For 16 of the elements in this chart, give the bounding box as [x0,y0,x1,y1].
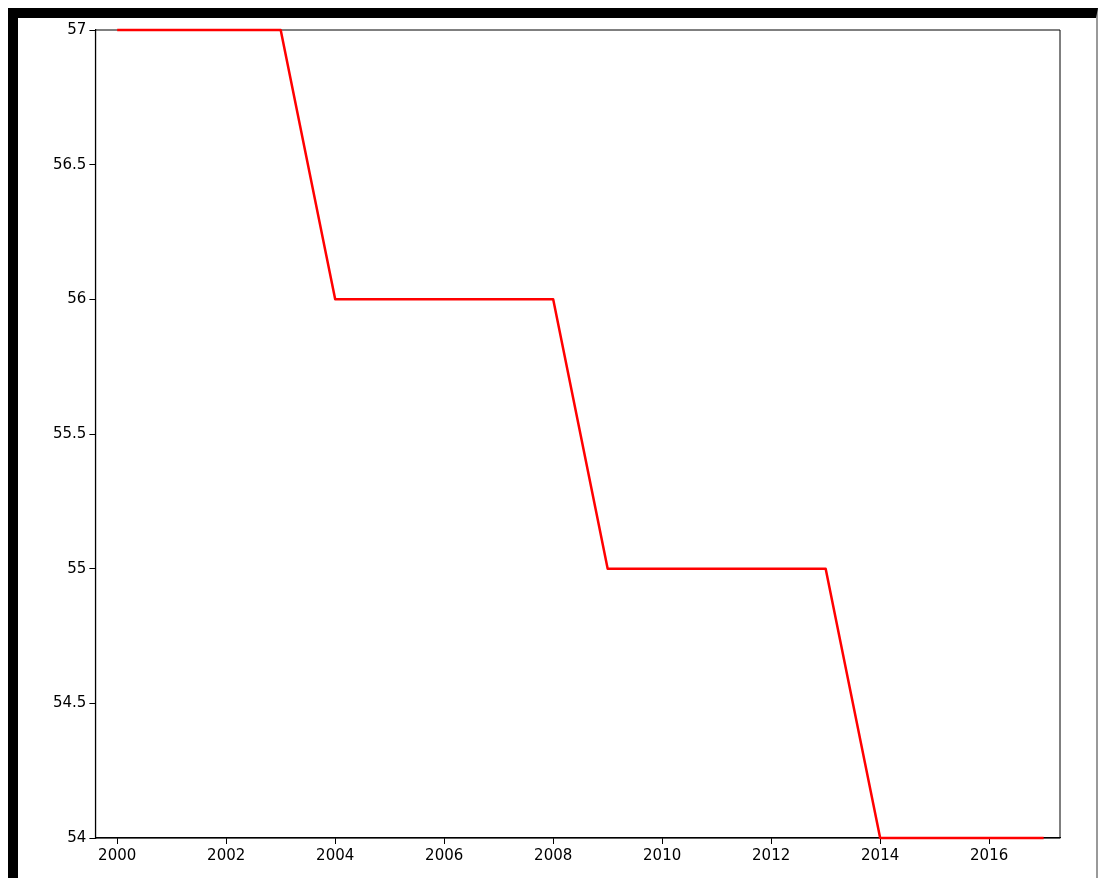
x-tick-label: 2008 [534,845,573,864]
x-tick-label: 2012 [752,845,791,864]
x-tick-label: 2000 [98,845,137,864]
y-tick-label: 55.5 [52,423,87,442]
y-tick-label: 56 [67,289,87,308]
x-tick-label: 2014 [861,845,900,864]
x-tick-label: 2004 [316,845,355,864]
x-tick-label: 2016 [970,845,1009,864]
y-tick-label: 56.5 [52,154,87,173]
y-tick-label: 57 [67,19,87,38]
x-tick-label: 2010 [643,845,682,864]
x-tick-label: 2002 [207,845,246,864]
y-tick-label: 54.5 [52,693,87,712]
y-tick-label: 55 [67,558,87,577]
y-tick-label: 54 [67,827,87,846]
x-tick-label: 2006 [425,845,464,864]
